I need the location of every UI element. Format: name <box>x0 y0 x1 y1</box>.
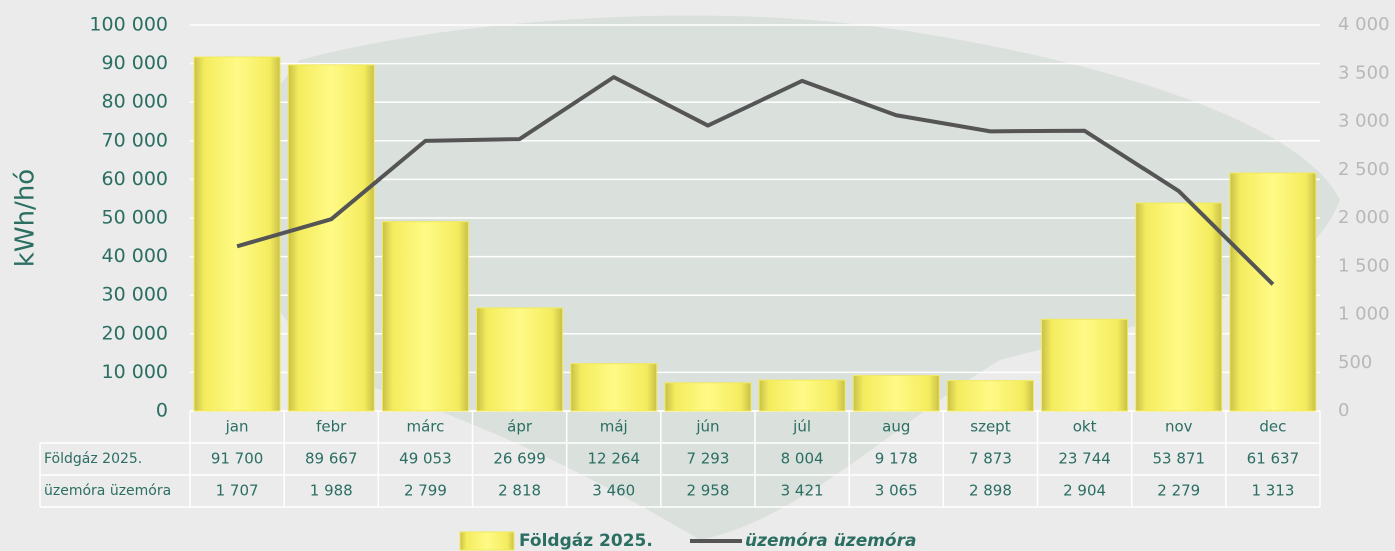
x-tick-label: nov <box>1165 418 1193 436</box>
bar <box>476 307 564 412</box>
bar <box>287 64 375 412</box>
y-tick-label: 70 000 <box>102 129 168 151</box>
bar <box>193 56 281 412</box>
bar <box>852 375 940 412</box>
y-tick-label: 100 000 <box>89 14 168 36</box>
line <box>236 75 1275 286</box>
y-tick-label: 10 000 <box>102 361 168 383</box>
y2-tick-label: 2 500 <box>1338 159 1390 180</box>
table-cell: 91 700 <box>211 450 264 468</box>
table-cell: 1 313 <box>1251 482 1294 500</box>
x-tick-label: ápr <box>507 418 533 436</box>
bar <box>1229 172 1317 412</box>
table-cell: 2 799 <box>404 482 447 500</box>
table-cell: 7 293 <box>686 450 729 468</box>
table-cell: 1 988 <box>310 482 353 500</box>
bar <box>1135 202 1223 412</box>
y2-tick-label: 3 000 <box>1338 111 1390 132</box>
table-cell: 12 264 <box>588 450 641 468</box>
y-tick-label: 30 000 <box>102 284 168 306</box>
table-cell: 2 904 <box>1063 482 1106 500</box>
x-tick-label: márc <box>406 418 444 436</box>
table-cell: 1 707 <box>216 482 259 500</box>
table-cell: 26 699 <box>493 450 546 468</box>
y2-tick-label: 1 500 <box>1338 255 1390 276</box>
y-tick-label: 40 000 <box>102 245 168 267</box>
y-tick-label: 60 000 <box>102 168 168 190</box>
legend-label: Földgáz 2025. <box>519 531 653 551</box>
table-cell: 53 871 <box>1153 450 1206 468</box>
x-tick-label: dec <box>1259 418 1286 436</box>
y-tick-label: 50 000 <box>102 207 168 229</box>
y2-tick-label: 0 <box>1338 400 1349 421</box>
x-tick-label: jún <box>695 418 719 436</box>
table-cell: 2 818 <box>498 482 541 500</box>
table-cell: 61 637 <box>1247 450 1300 468</box>
y2-tick-label: 3 500 <box>1338 62 1390 83</box>
table-cell: 49 053 <box>399 450 452 468</box>
x-tick-label: máj <box>600 418 628 436</box>
bar <box>758 379 846 412</box>
x-tick-label: júl <box>792 418 811 436</box>
y-axis-label: kWh/hó <box>11 169 41 267</box>
x-tick-label: aug <box>882 418 910 436</box>
y2-tick-label: 4 000 <box>1338 14 1390 35</box>
y-tick-label: 90 000 <box>102 52 168 74</box>
y-tick-label: 80 000 <box>102 91 168 113</box>
table-cell: 3 460 <box>592 482 635 500</box>
legend-swatch <box>459 531 515 551</box>
table-cell: 2 958 <box>686 482 729 500</box>
table-cell: 89 667 <box>305 450 358 468</box>
table-cell: 9 178 <box>875 450 918 468</box>
x-tick-label: okt <box>1073 418 1097 436</box>
y2-tick-label: 500 <box>1338 352 1372 373</box>
x-tick-label: szept <box>970 418 1010 436</box>
bar <box>1041 318 1129 412</box>
table-cell: 3 065 <box>875 482 918 500</box>
bar <box>381 221 469 412</box>
table-cell: 8 004 <box>781 450 824 468</box>
x-tick-label: febr <box>316 418 347 436</box>
table-row-header: üzemóra üzemóra <box>44 483 171 499</box>
table-cell: 7 873 <box>969 450 1012 468</box>
y2-tick-label: 1 000 <box>1338 304 1390 325</box>
table-cell: 2 279 <box>1157 482 1200 500</box>
y-tick-label: 20 000 <box>102 322 168 344</box>
bar <box>570 363 658 412</box>
table-cell: 3 421 <box>781 482 824 500</box>
bar <box>946 380 1034 412</box>
x-tick-label: jan <box>225 418 249 436</box>
y2-tick-label: 2 000 <box>1338 207 1390 228</box>
bar <box>664 382 752 412</box>
table-cell: 2 898 <box>969 482 1012 500</box>
table-row-header: Földgáz 2025. <box>44 451 142 467</box>
y-tick-label: 0 <box>156 400 168 422</box>
legend-label: üzemóra üzemóra <box>745 531 916 551</box>
table-cell: 23 744 <box>1058 450 1111 468</box>
